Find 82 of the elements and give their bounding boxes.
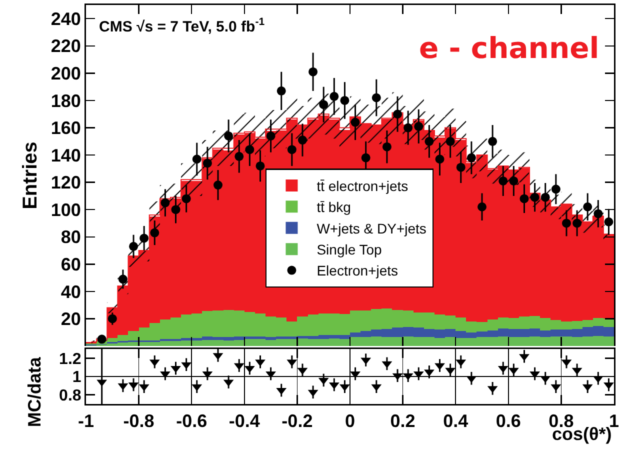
x-tick-label: 0.6 — [496, 411, 521, 432]
y-tick-label: 1.2 — [59, 350, 82, 368]
y-tick-label: 100 — [50, 200, 81, 220]
point — [182, 194, 191, 204]
point — [319, 100, 328, 110]
point — [456, 162, 466, 172]
x-tick-label: -0.8 — [123, 411, 154, 432]
point — [308, 67, 318, 76]
point — [192, 154, 202, 164]
y-tick-label: 240 — [50, 8, 81, 29]
point — [266, 131, 276, 140]
point — [466, 153, 476, 162]
y-tick-label: 200 — [50, 64, 81, 84]
y-axis-title: Entries — [20, 142, 42, 210]
y-tick-label: 20 — [60, 309, 81, 330]
point — [424, 136, 434, 146]
point — [298, 136, 307, 145]
y-tick-label: 60 — [60, 254, 81, 274]
x-tick-label: -0.4 — [228, 411, 260, 432]
point — [540, 192, 550, 202]
point — [129, 242, 138, 251]
y-tick-label: 80 — [60, 227, 81, 248]
point — [140, 234, 149, 243]
point — [509, 176, 518, 186]
point — [446, 136, 455, 146]
annotation: e - channel — [419, 31, 600, 65]
point — [404, 123, 413, 132]
y-tick-label: 180 — [50, 90, 81, 111]
y-tick-label: 220 — [50, 36, 81, 56]
point — [256, 161, 265, 170]
y-tick-label: 120 — [50, 172, 81, 193]
y-tick-label: 160 — [50, 118, 81, 138]
point — [224, 131, 234, 140]
point — [530, 192, 540, 202]
point — [245, 145, 254, 154]
y-axis-title: MC/data — [24, 356, 44, 428]
point — [488, 136, 498, 146]
point — [583, 202, 592, 212]
point — [393, 110, 402, 119]
point — [498, 176, 508, 186]
point — [551, 184, 560, 194]
point — [234, 152, 244, 161]
point — [118, 274, 128, 284]
point — [171, 205, 180, 214]
y-tick-label: 140 — [50, 145, 81, 166]
x-tick-label: -0.2 — [282, 411, 313, 432]
point — [214, 180, 222, 190]
point — [350, 118, 360, 127]
legend-label: tt̄ bkg — [316, 199, 351, 216]
point — [330, 92, 339, 101]
point — [572, 218, 582, 228]
point — [361, 153, 370, 162]
point — [562, 218, 571, 228]
point — [202, 158, 212, 168]
point — [382, 142, 392, 152]
point — [150, 228, 160, 238]
x-tick-label: -1 — [78, 411, 94, 432]
x-tick-label: 0.2 — [390, 411, 416, 432]
point — [340, 384, 350, 392]
y-tick-label: 1 — [72, 369, 82, 386]
point — [340, 96, 350, 105]
point — [604, 217, 614, 226]
point — [287, 145, 296, 154]
point — [276, 86, 286, 96]
legend-label: Electron+jets — [316, 262, 398, 279]
y-tick-label: 0.8 — [59, 387, 82, 404]
legend-label: Single Top — [316, 242, 382, 258]
x-tick-label: 0.4 — [443, 411, 468, 432]
annotation: CMS √s = 7 TeV, 5.0 fb$^{-1}$ — [99, 16, 265, 36]
point — [97, 334, 106, 344]
legend-label: W+jets & DY+jets — [316, 220, 426, 236]
point — [594, 209, 603, 218]
point — [414, 122, 424, 131]
point — [160, 198, 170, 208]
legend-label: tt̄ electron+jets — [316, 178, 408, 194]
point — [478, 202, 486, 212]
point — [435, 154, 444, 164]
point — [520, 194, 529, 204]
point — [372, 93, 381, 102]
x-tick-label: 0 — [344, 411, 356, 432]
x-tick-label: -0.6 — [176, 411, 208, 432]
y-tick-label: 40 — [60, 282, 81, 302]
